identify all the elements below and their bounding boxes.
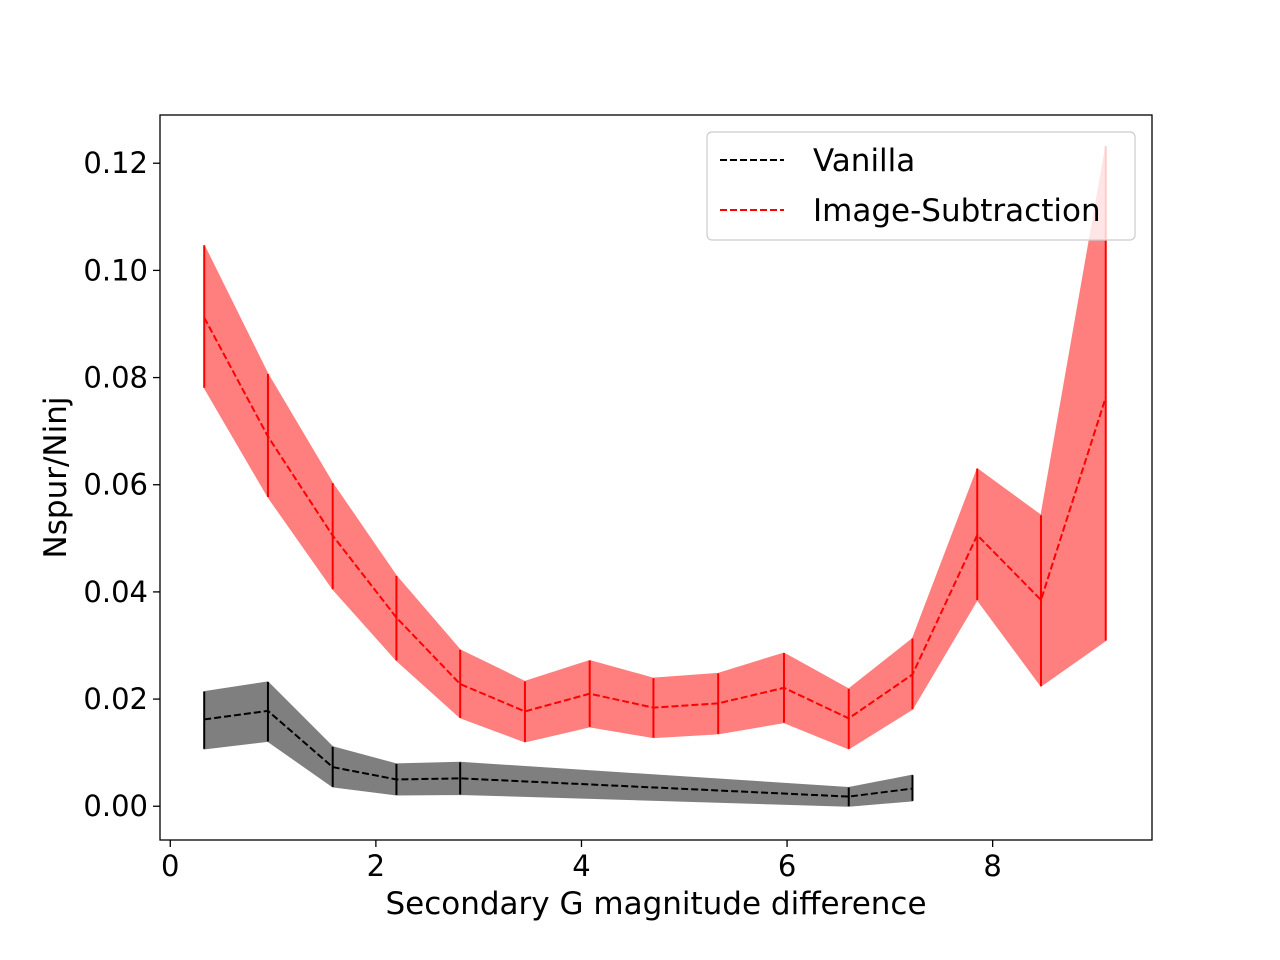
y-axis: 0.00 0.02 0.04 0.06 0.08 0.10 0.12 <box>83 146 160 823</box>
x-tick-label: 8 <box>983 849 1001 883</box>
y-tick-label: 0.00 <box>83 789 148 823</box>
legend-image-subtraction-label: Image-Subtraction <box>813 193 1101 229</box>
y-axis-label: Nspur/Ninj <box>38 397 74 559</box>
x-tick-label: 4 <box>572 849 590 883</box>
legend-box <box>706 131 1136 241</box>
x-tick-label: 2 <box>367 849 385 883</box>
y-tick-label: 0.02 <box>83 682 148 716</box>
y-tick-label: 0.12 <box>83 146 148 180</box>
plot-frame <box>159 114 1153 841</box>
x-tick-label: 6 <box>778 849 796 883</box>
legend-vanilla-label: Vanilla <box>813 143 915 179</box>
vanilla-line <box>204 709 913 798</box>
y-tick-label: 0.06 <box>83 468 148 502</box>
y-tick-label: 0.08 <box>83 361 148 395</box>
x-axis: 0 2 4 6 8 <box>161 840 1002 883</box>
legend: Vanilla Image-Subtraction <box>706 131 1136 241</box>
y-tick-label: 0.10 <box>83 253 148 287</box>
y-tick-label: 0.04 <box>83 575 148 609</box>
series-lines <box>203 146 1107 807</box>
image-subtraction-line <box>203 317 1107 720</box>
x-axis-label: Secondary G magnitude difference <box>385 886 926 922</box>
x-tick-label: 0 <box>161 849 179 883</box>
